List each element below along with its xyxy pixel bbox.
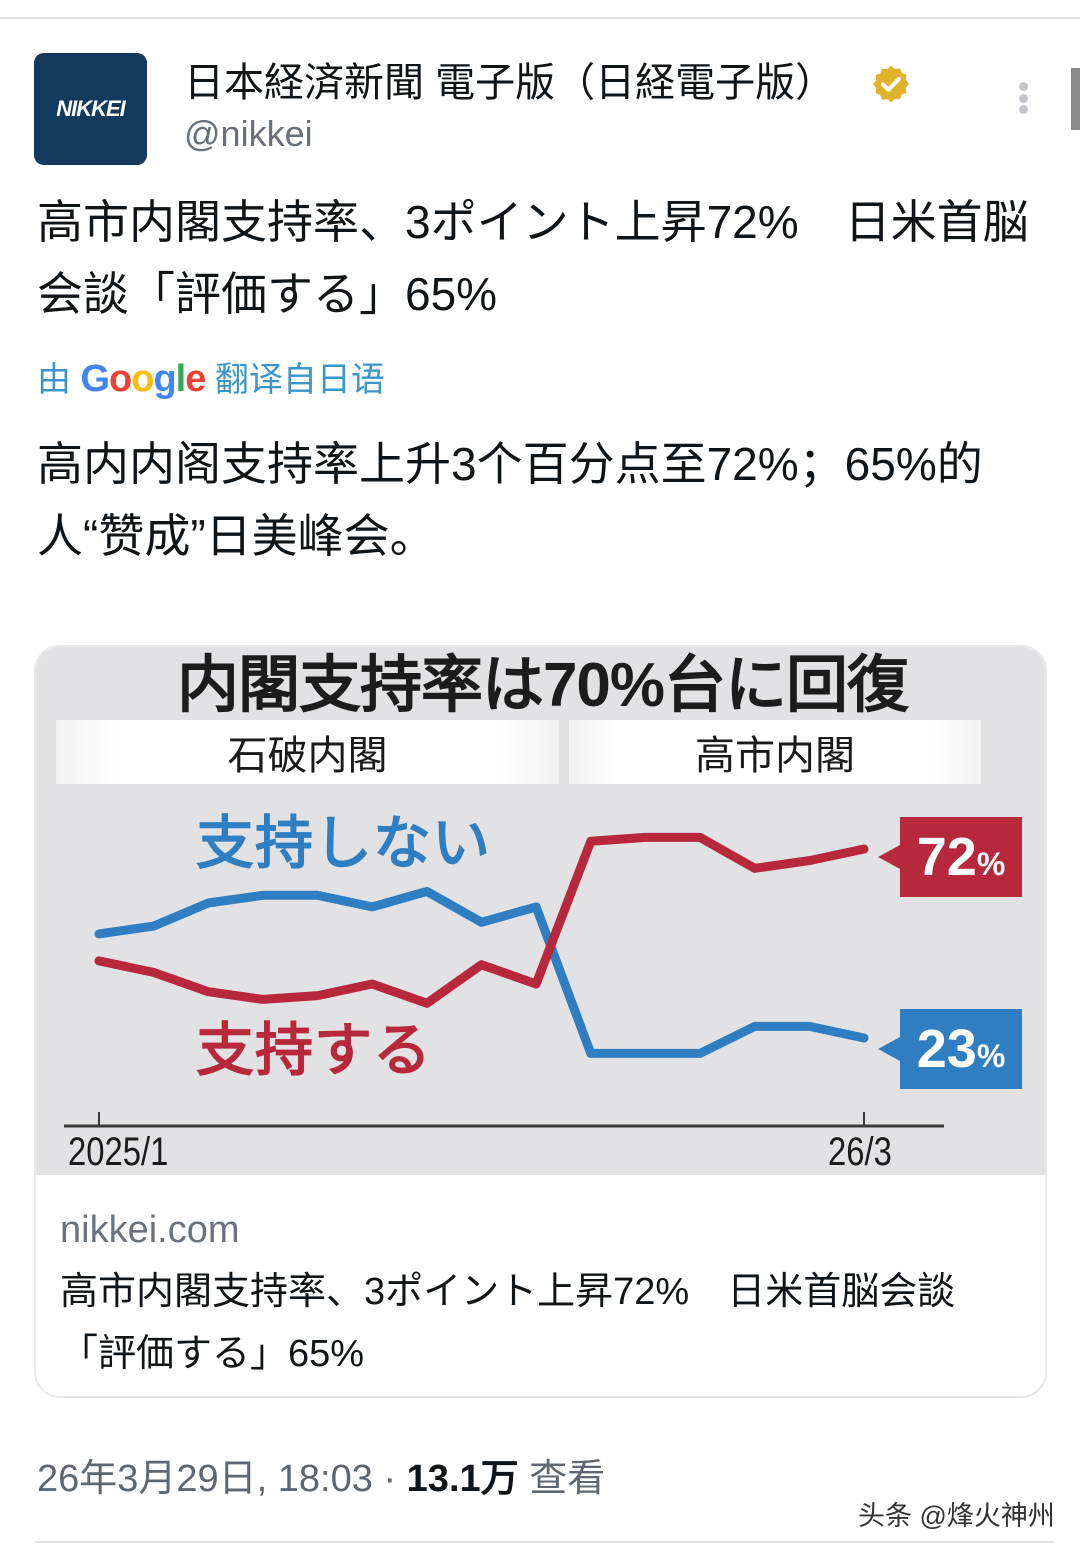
tweet-translated-text: 高内内阁支持率上升3个百分点至72%；65%的人“赞成”日美峰会。 (37, 438, 983, 562)
value-number: 72 (916, 827, 977, 887)
more-dot (1018, 82, 1028, 91)
callout-tail (878, 1037, 900, 1061)
chart-title: 内閣支持率は70%台に回復 (176, 651, 909, 720)
watermark: 头条 @烽火神州 (858, 1501, 1055, 1531)
x-axis-label-start: 2025/1 (68, 1130, 169, 1174)
series-label-support: 支持する (196, 1018, 433, 1083)
more-dot (1018, 105, 1028, 114)
display-name[interactable]: 日本経済新聞 電子版（日経電子版） (184, 61, 836, 105)
value-callout-support: 72% (900, 817, 1022, 897)
tweet-original-text: 高市内閣支持率、3ポイント上昇72% 日米首脳会談「評価する」65% (37, 196, 1029, 320)
value-unit: % (976, 846, 1006, 882)
verified-badge-icon[interactable] (870, 63, 912, 105)
translated-by-google[interactable]: 由 Google 翻译自日语 (37, 355, 385, 404)
scrollbar[interactable] (1071, 68, 1080, 130)
avatar[interactable]: NIKKEI (34, 53, 147, 165)
x-axis-label-end: 26/3 (828, 1130, 892, 1174)
more-dot (1018, 93, 1028, 103)
translated-suffix: 翻译自日语 (214, 361, 385, 399)
user-handle[interactable]: @nikkei (184, 113, 313, 154)
line-chart (64, 832, 944, 1128)
series-line-oppose (94, 886, 869, 1058)
card-domain: nikkei.com (60, 1209, 240, 1251)
callout-tail (878, 845, 900, 869)
avatar-logo-text: NIKKEI (56, 96, 126, 121)
era-label-ishiba: 石破内閣 (56, 720, 559, 784)
bottom-divider (35, 1541, 1055, 1543)
value-callout-oppose: 23% (900, 1009, 1022, 1089)
link-card[interactable]: 内閣支持率は70%台に回復 石破内閣 高市内閣 支持しない 支持する 72% 2… (34, 645, 1047, 1398)
meta-separator: · (372, 1458, 407, 1500)
card-title[interactable]: 高市内閣支持率、3ポイント上昇72% 日米首脳会談「評価する」65% (60, 1271, 956, 1375)
tweet-meta: 26年3月29日, 18:03 · 13.1万 查看 (37, 1452, 605, 1506)
series-line-support (94, 832, 869, 1008)
top-divider (0, 17, 1080, 19)
google-logo: Google (80, 358, 206, 400)
views-count: 13.1万 (406, 1458, 519, 1500)
value-number: 23 (916, 1019, 977, 1079)
translated-prefix: 由 (37, 361, 71, 399)
era-label-takaichi: 高市内閣 (569, 720, 981, 784)
more-vertical-icon[interactable] (1010, 78, 1036, 118)
value-unit: % (976, 1038, 1006, 1074)
timestamp[interactable]: 26年3月29日, 18:03 (37, 1458, 373, 1500)
chart-image[interactable]: 内閣支持率は70%台に回復 石破内閣 高市内閣 支持しない 支持する 72% 2… (36, 647, 1045, 1175)
views-label: 查看 (529, 1458, 606, 1500)
series-label-oppose: 支持しない (196, 811, 492, 876)
